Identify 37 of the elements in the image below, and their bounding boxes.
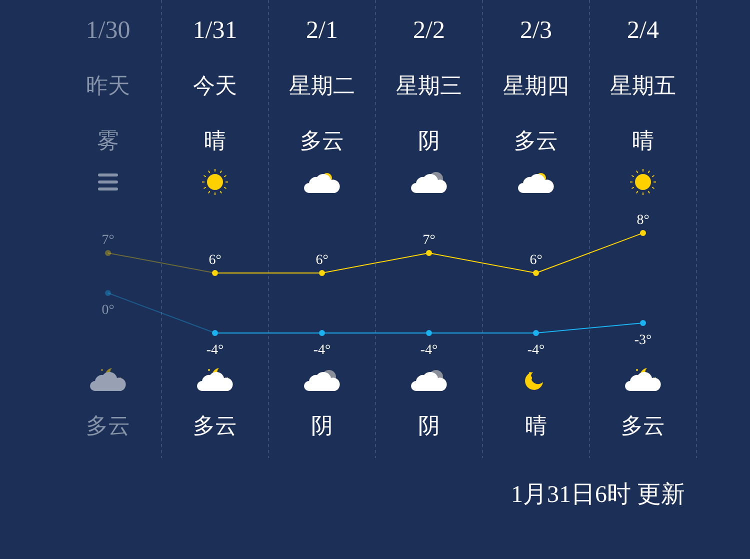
data-label: 6° xyxy=(530,253,542,268)
text: 雾 xyxy=(97,129,119,154)
data-label: -4° xyxy=(206,343,224,358)
text: 多云 xyxy=(621,414,665,439)
text: 晴 xyxy=(525,414,547,439)
data-label: -4° xyxy=(313,343,331,358)
text: 阴 xyxy=(418,129,440,154)
data-label: 8° xyxy=(636,213,650,228)
text: 昨天 xyxy=(86,74,130,99)
text: 今天 xyxy=(193,74,237,99)
text: 多云 xyxy=(514,129,558,154)
text: 星期二 xyxy=(289,74,355,99)
data-label: 7° xyxy=(422,233,436,248)
data-label: -4° xyxy=(527,343,545,358)
text: 阴 xyxy=(418,414,440,439)
text: 1月31日6时 更新 xyxy=(511,481,685,508)
data-label: -3° xyxy=(634,333,652,348)
text: 晴 xyxy=(632,129,654,154)
data-label: 6° xyxy=(316,253,328,268)
text: 晴 xyxy=(204,129,226,154)
text: 星期四 xyxy=(503,74,569,99)
data-label: 6° xyxy=(208,253,222,268)
data-label: 7° xyxy=(102,233,114,248)
x-tick-label: 1/30 xyxy=(86,17,130,44)
x-tick-label: 2/1 xyxy=(306,17,338,44)
x-tick-label: 2/4 xyxy=(627,17,660,44)
text: 星期三 xyxy=(396,74,462,99)
text: 多云 xyxy=(193,414,237,439)
text: 多云 xyxy=(300,129,344,154)
x-tick-label: 2/2 xyxy=(413,17,445,44)
x-tick-label: 1/31 xyxy=(192,17,238,44)
data-label: 0° xyxy=(102,303,114,318)
text: 多云 xyxy=(86,414,130,439)
text: 星期五 xyxy=(610,74,676,99)
x-tick-label: 2/3 xyxy=(520,17,552,44)
data-label: -4° xyxy=(420,343,438,358)
text: 阴 xyxy=(311,414,333,439)
